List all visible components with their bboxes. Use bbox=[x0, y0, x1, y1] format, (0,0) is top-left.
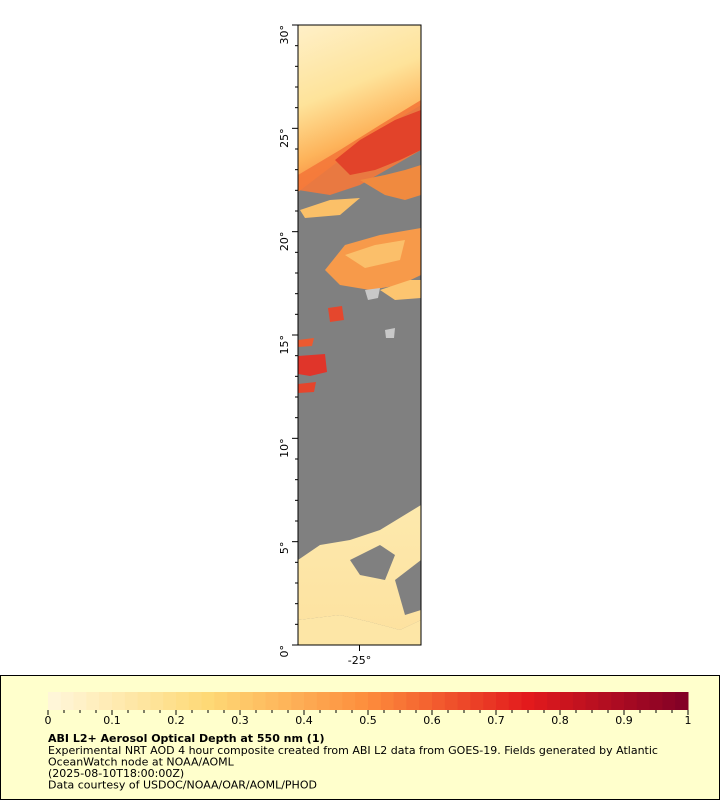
colorbar-swatch bbox=[496, 692, 510, 710]
colorbar-swatch bbox=[585, 692, 599, 710]
colorbar-swatch bbox=[124, 692, 139, 710]
y-tick-label: 15° bbox=[278, 335, 291, 355]
colorbar-swatch bbox=[406, 692, 420, 710]
colorbar-swatch bbox=[316, 692, 331, 710]
colorbar-swatch bbox=[444, 692, 459, 710]
colorbar-swatch bbox=[572, 692, 587, 710]
colorbar-swatch bbox=[304, 692, 318, 710]
colorbar-swatch bbox=[150, 692, 164, 710]
colorbar-tick-label: 0 bbox=[45, 714, 52, 727]
colorbar-swatch bbox=[291, 692, 305, 710]
caption-line: (2025-08-10T18:00:00Z) bbox=[48, 767, 184, 780]
colorbar-tick-label: 0.8 bbox=[551, 714, 569, 727]
colorbar-swatch bbox=[342, 692, 356, 710]
colorbar-tick-label: 0.4 bbox=[295, 714, 313, 727]
x-tick-label: -25° bbox=[348, 654, 371, 667]
colorbar-swatch bbox=[624, 692, 638, 710]
colorbar-swatch bbox=[636, 692, 651, 710]
colorbar-swatch bbox=[112, 692, 126, 710]
colorbar-swatch bbox=[649, 692, 663, 710]
colorbar-swatch bbox=[252, 692, 267, 710]
colorbar-swatch bbox=[240, 692, 254, 710]
y-tick-label: 10° bbox=[278, 438, 291, 458]
colorbar-swatch bbox=[86, 692, 100, 710]
colorbar-tick-label: 0.9 bbox=[615, 714, 633, 727]
y-tick-label: 20° bbox=[278, 232, 291, 252]
colorbar-swatch bbox=[214, 692, 228, 710]
y-tick-label: 30° bbox=[278, 25, 291, 45]
colorbar-tick-label: 0.6 bbox=[423, 714, 441, 727]
colorbar-tick-label: 0.7 bbox=[487, 714, 505, 727]
colorbar-tick-label: 1 bbox=[685, 714, 692, 727]
colorbar-swatch bbox=[419, 692, 433, 710]
colorbar-tick-label: 0.2 bbox=[167, 714, 185, 727]
colorbar-tick-label: 0.1 bbox=[103, 714, 121, 727]
colorbar-swatch bbox=[470, 692, 484, 710]
colorbar-swatch bbox=[457, 692, 471, 710]
colorbar-swatch bbox=[508, 692, 523, 710]
colorbar-swatch bbox=[534, 692, 548, 710]
colorbar-swatch bbox=[265, 692, 279, 710]
colorbar-swatch bbox=[432, 692, 446, 710]
colorbar-swatch bbox=[611, 692, 625, 710]
caption-line: OceanWatch node at NOAA/AOML bbox=[48, 756, 235, 769]
legend-title: ABI L2+ Aerosol Optical Depth at 550 nm … bbox=[48, 732, 325, 745]
colorbar-swatch bbox=[380, 692, 395, 710]
map-imagery bbox=[298, 25, 421, 645]
colorbar-swatch bbox=[73, 692, 87, 710]
colorbar-swatch bbox=[163, 692, 177, 710]
colorbar-swatch bbox=[483, 692, 497, 710]
colorbar-swatch bbox=[99, 692, 113, 710]
colorbar-swatch bbox=[329, 692, 343, 710]
colorbar-swatch bbox=[355, 692, 369, 710]
colorbar-swatch bbox=[278, 692, 292, 710]
colorbar-swatch bbox=[547, 692, 561, 710]
colorbar-swatch bbox=[48, 692, 62, 710]
colorbar-swatch bbox=[560, 692, 574, 710]
colorbar-swatch bbox=[60, 692, 75, 710]
colorbar-swatch bbox=[368, 692, 382, 710]
colorbar-swatch bbox=[201, 692, 215, 710]
colorbar-swatch bbox=[176, 692, 190, 710]
caption-line: Experimental NRT AOD 4 hour composite cr… bbox=[48, 744, 658, 757]
colorbar-swatch bbox=[227, 692, 241, 710]
colorbar-swatch bbox=[188, 692, 203, 710]
colorbar-tick-label: 0.3 bbox=[231, 714, 249, 727]
colorbar-swatch bbox=[598, 692, 612, 710]
colorbar-swatch bbox=[137, 692, 151, 710]
colorbar-swatch bbox=[675, 692, 689, 710]
colorbar-swatch bbox=[393, 692, 407, 710]
colorbar-tick-label: 0.5 bbox=[359, 714, 377, 727]
y-tick-label: 5° bbox=[278, 542, 291, 555]
colorbar-swatch bbox=[521, 692, 535, 710]
colorbar-swatch bbox=[662, 692, 676, 710]
caption-line: Data courtesy of USDOC/NOAA/OAR/AOML/PHO… bbox=[48, 779, 317, 792]
y-tick-label: 25° bbox=[278, 128, 291, 148]
y-tick-label: 0° bbox=[278, 645, 291, 658]
